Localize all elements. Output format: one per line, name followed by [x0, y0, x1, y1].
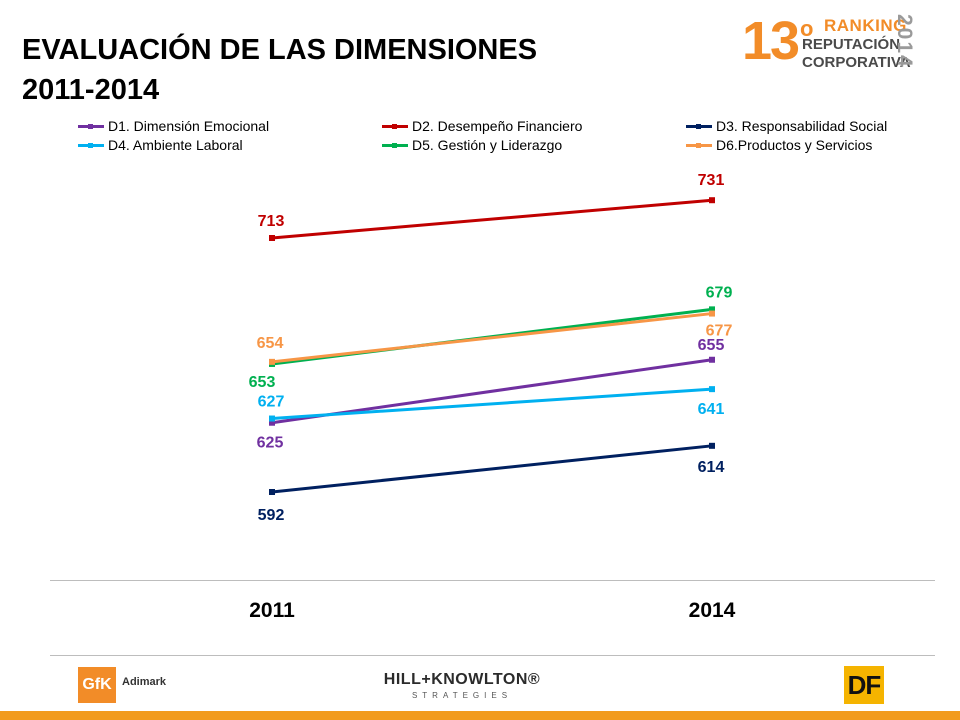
- x-tick-label: 2014: [689, 599, 736, 622]
- data-point: [709, 442, 715, 449]
- df-logo: DF: [844, 666, 884, 704]
- gfk-logo: GfK: [78, 667, 116, 703]
- data-label: 625: [257, 435, 284, 452]
- data-label: 654: [257, 335, 284, 352]
- legend-item: D5. Gestión y Liderazgo: [382, 137, 562, 153]
- chart-baseline-divider: [50, 580, 935, 581]
- data-label: 614: [698, 459, 725, 476]
- data-point: [709, 386, 715, 393]
- data-label: 713: [258, 213, 285, 230]
- legend-item: D2. Desempeño Financiero: [382, 118, 582, 134]
- ranking-word-reputacion: REPUTACIÓN: [802, 36, 901, 53]
- ranking-number: 13: [742, 11, 800, 71]
- legend-swatch: [78, 123, 104, 129]
- footer-accent-bar: [0, 711, 960, 720]
- data-label: 592: [258, 507, 285, 524]
- data-label: 627: [258, 394, 285, 411]
- hill-knowlton-name: HILL+KNOWLTON®: [383, 671, 541, 688]
- series-line: [271, 198, 713, 240]
- ranking-word: RANKING: [824, 16, 907, 35]
- legend-label: D5. Gestión y Liderazgo: [412, 137, 563, 153]
- legend-label: D1. Dimensión Emocional: [108, 118, 270, 134]
- data-label: 677: [706, 323, 733, 340]
- title-line-1: EVALUACIÓN DE LAS DIMENSIONES: [22, 34, 538, 66]
- title-line-2: 2011-2014: [22, 74, 160, 106]
- legend-swatch: [686, 142, 712, 148]
- series-line: [271, 444, 713, 494]
- series-line: [271, 312, 713, 364]
- legend-swatch: [686, 123, 712, 129]
- data-label: 655: [698, 337, 725, 354]
- hill-knowlton-logo: HILL+KNOWLTON® STRATEGIES: [374, 671, 550, 700]
- data-point: [709, 306, 715, 313]
- data-point: [269, 489, 275, 495]
- data-point: [709, 197, 715, 204]
- data-point: [269, 235, 275, 241]
- legend-item: D4. Ambiente Laboral: [78, 137, 243, 153]
- legend-swatch: [78, 142, 104, 148]
- legend-label: D3. Responsabilidad Social: [716, 118, 888, 134]
- x-tick-label: 2011: [249, 599, 295, 622]
- legend-swatch: [382, 123, 408, 129]
- data-label: 653: [249, 374, 276, 391]
- page-title: EVALUACIÓN DE LAS DIMENSIONES 2011-2014: [22, 30, 537, 110]
- data-point: [269, 419, 275, 426]
- data-point: [709, 356, 715, 363]
- data-point: [269, 358, 275, 365]
- legend-label: D2. Desempeño Financiero: [412, 118, 583, 134]
- legend-item: D3. Responsabilidad Social: [686, 118, 887, 134]
- ranking-year: 2014: [893, 14, 916, 69]
- series-line: [271, 387, 713, 421]
- hill-knowlton-sub: STRATEGIES: [411, 691, 513, 700]
- data-label: 731: [698, 172, 725, 189]
- data-point: [269, 415, 275, 422]
- legend-swatch: [382, 142, 408, 148]
- legend-label: D6.Productos y Servicios: [716, 137, 873, 153]
- data-point: [709, 310, 715, 317]
- footer-divider: [50, 655, 935, 656]
- legend-label: D4. Ambiente Laboral: [108, 137, 243, 153]
- data-label: 641: [698, 401, 725, 418]
- legend-item: D1. Dimensión Emocional: [78, 118, 269, 134]
- ranking-ordinal: o: [800, 16, 814, 41]
- data-label: 679: [706, 284, 733, 301]
- ranking-word-corporativa: CORPORATIVA: [802, 54, 911, 71]
- legend-item: D6.Productos y Servicios: [686, 137, 872, 153]
- adimark-logo-text: Adimark: [122, 676, 167, 688]
